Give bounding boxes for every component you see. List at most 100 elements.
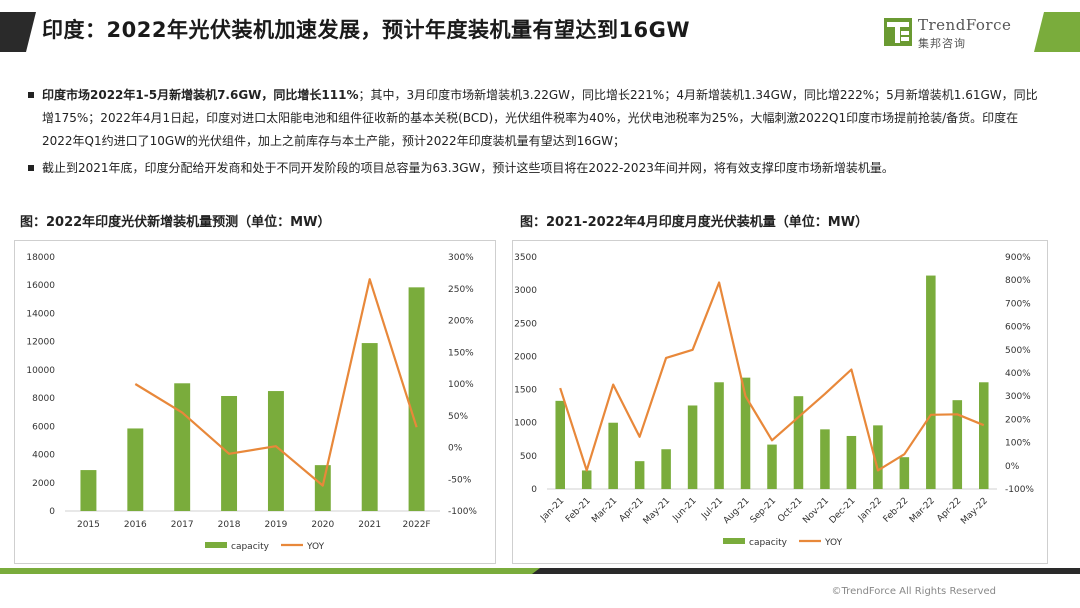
- y-axis-tick-label: 2500: [514, 319, 537, 329]
- y-axis-tick-label: 0: [531, 485, 537, 495]
- x-axis-tick-label: Feb-22: [882, 496, 911, 525]
- bar: [952, 400, 963, 489]
- y2-axis-tick-label: 250%: [448, 285, 474, 295]
- bar: [846, 435, 857, 489]
- x-axis-tick-label: Sep-21: [749, 496, 778, 525]
- legend-yoy-label: YOY: [306, 542, 325, 552]
- y2-axis-tick-label: 300%: [448, 253, 474, 263]
- y-axis-tick-label: 16000: [26, 281, 55, 291]
- y-axis-tick-label: 1000: [514, 419, 537, 429]
- bar: [361, 343, 378, 511]
- bar: [634, 461, 645, 489]
- y-axis-tick-label: 0: [49, 507, 55, 517]
- x-axis-tick-label: Jan-21: [538, 496, 566, 524]
- bullet-1-text: ；其中，3月印度市场新增装机3.22GW，同比增长221%；4月新增装机1.34…: [42, 88, 1038, 148]
- bar: [793, 396, 804, 489]
- y2-axis-tick-label: 200%: [448, 317, 474, 327]
- x-axis-tick-label: 2021: [358, 520, 381, 530]
- legend-capacity-swatch: [723, 538, 745, 544]
- x-axis-tick-label: Jun-21: [671, 496, 699, 524]
- y-axis-tick-label: 8000: [32, 394, 55, 404]
- x-axis-tick-label: 2015: [77, 520, 100, 530]
- bar: [174, 383, 191, 511]
- bar: [979, 382, 989, 489]
- y-axis-tick-label: 1500: [514, 386, 537, 396]
- header-accent-left: [0, 12, 36, 52]
- x-axis-tick-label: 2020: [311, 520, 334, 530]
- yoy-line: [559, 281, 985, 472]
- bullet-item-1: 印度市场2022年1-5月新增装机7.6GW，同比增长111%；其中，3月印度市…: [28, 84, 1038, 153]
- annual-capacity-chart: 0 2000 4000 6000 8000 10000 12000 14000 16000 180…: [14, 240, 496, 564]
- footer-accent-dark: [532, 568, 1080, 574]
- yoy-line: [134, 278, 418, 487]
- x-axis-tick-label: May-21: [642, 496, 673, 527]
- bar: [555, 400, 565, 489]
- bar: [873, 425, 883, 489]
- x-axis-tick-label: Oct-21: [776, 496, 804, 524]
- y2-axis-tick-label: 0%: [448, 444, 463, 454]
- y-axis-tick-label: 14000: [26, 309, 55, 319]
- bar: [687, 405, 698, 489]
- y-axis-tick-label: 6000: [32, 422, 55, 432]
- y-axis-tick-label: 2000: [32, 479, 55, 489]
- header-accent-right: [1034, 12, 1080, 52]
- y-axis-tick-label: 12000: [26, 338, 55, 348]
- x-axis-tick-label: Mar-21: [590, 496, 619, 525]
- x-axis-tick-label: Dec-21: [828, 496, 858, 526]
- x-axis-tick-label: Nov-21: [801, 496, 831, 526]
- bar: [661, 449, 671, 489]
- bar: [926, 275, 936, 489]
- y-axis-tick-label: 3500: [514, 253, 537, 263]
- legend-capacity-swatch: [205, 542, 227, 548]
- y2-axis-tick-label: 200%: [1005, 415, 1031, 425]
- annual-capacity-chart-svg: 0 2000 4000 6000 8000 10000 12000 14000 16000 180…: [26, 253, 477, 552]
- y2-axis-tick-label: 150%: [448, 348, 474, 358]
- y-axis-tick-label: 4000: [32, 451, 55, 461]
- bar: [127, 428, 144, 511]
- y2-axis-tick-label: 100%: [1005, 439, 1031, 449]
- x-axis-tick-label: Feb-21: [564, 496, 593, 525]
- y-axis-tick-label: 2000: [514, 352, 537, 362]
- bar: [581, 470, 592, 489]
- bar: [314, 465, 331, 511]
- y-axis-tick-label: 3000: [514, 286, 537, 296]
- y2-axis-tick-label: 0%: [1005, 462, 1020, 472]
- y-axis-tick-label: 10000: [26, 366, 55, 376]
- monthly-capacity-chart: 0 500 1000 1500 2000 2500 3000 3500 -100% 0% 100% 2…: [512, 240, 1048, 564]
- bullet-2-text: 截止到2021年底，印度分配给开发商和处于不同开发阶段的项目总容量为63.3GW…: [42, 161, 894, 175]
- x-axis-tick-label: 2018: [218, 520, 241, 530]
- bar: [408, 287, 425, 511]
- x-axis-tick-label: Aug-21: [722, 496, 752, 526]
- logo-subtitle: 集邦咨询: [918, 37, 966, 50]
- monthly-capacity-chart-svg: 0 500 1000 1500 2000 2500 3000 3500 -100% 0% 100% 2…: [514, 253, 1034, 548]
- y-axis-tick-label: 18000: [26, 253, 55, 263]
- y2-axis-tick-label: 300%: [1005, 392, 1031, 402]
- bullet-square-icon: [28, 165, 34, 171]
- x-axis-tick-label: May-22: [959, 496, 990, 527]
- chart-1-title: 图：2022年印度光伏新增装机量预测（单位：MW）: [20, 215, 331, 230]
- bar: [767, 444, 777, 489]
- bar: [608, 422, 618, 489]
- y2-axis-tick-label: -50%: [448, 475, 472, 485]
- legend-yoy-label: YOY: [824, 538, 843, 548]
- y2-axis-tick-label: 800%: [1005, 276, 1031, 286]
- x-axis-tick-label: 2022F: [403, 520, 431, 530]
- x-axis-tick-label: 2016: [124, 520, 147, 530]
- y-axis-tick-label: 500: [520, 452, 537, 462]
- x-axis-tick-label: Mar-22: [908, 496, 937, 525]
- y2-axis-tick-label: 500%: [1005, 346, 1031, 356]
- copyright-text: ©TrendForce All Rights Reserved: [831, 586, 996, 597]
- bar: [714, 382, 724, 489]
- x-axis-tick-label: 2017: [171, 520, 194, 530]
- bullet-1-highlight: 印度市场2022年1-5月新增装机7.6GW，同比增长111%: [42, 88, 359, 102]
- trendforce-logo-icon: [884, 18, 912, 46]
- bar: [80, 470, 97, 511]
- y2-axis-tick-label: -100%: [1005, 485, 1034, 495]
- y2-axis-tick-label: -100%: [448, 507, 477, 517]
- bullet-item-2: 截止到2021年底，印度分配给开发商和处于不同开发阶段的项目总容量为63.3GW…: [28, 157, 1038, 180]
- x-axis-tick-label: Jan-22: [856, 496, 884, 524]
- bullet-list: 印度市场2022年1-5月新增装机7.6GW，同比增长111%；其中，3月印度市…: [28, 84, 1038, 184]
- trendforce-logo: TrendForce 集邦咨询: [884, 14, 1024, 52]
- page-title: 印度：2022年光伏装机加速发展，预计年度装机量有望达到16GW: [42, 18, 691, 42]
- legend-capacity-label: capacity: [749, 538, 788, 548]
